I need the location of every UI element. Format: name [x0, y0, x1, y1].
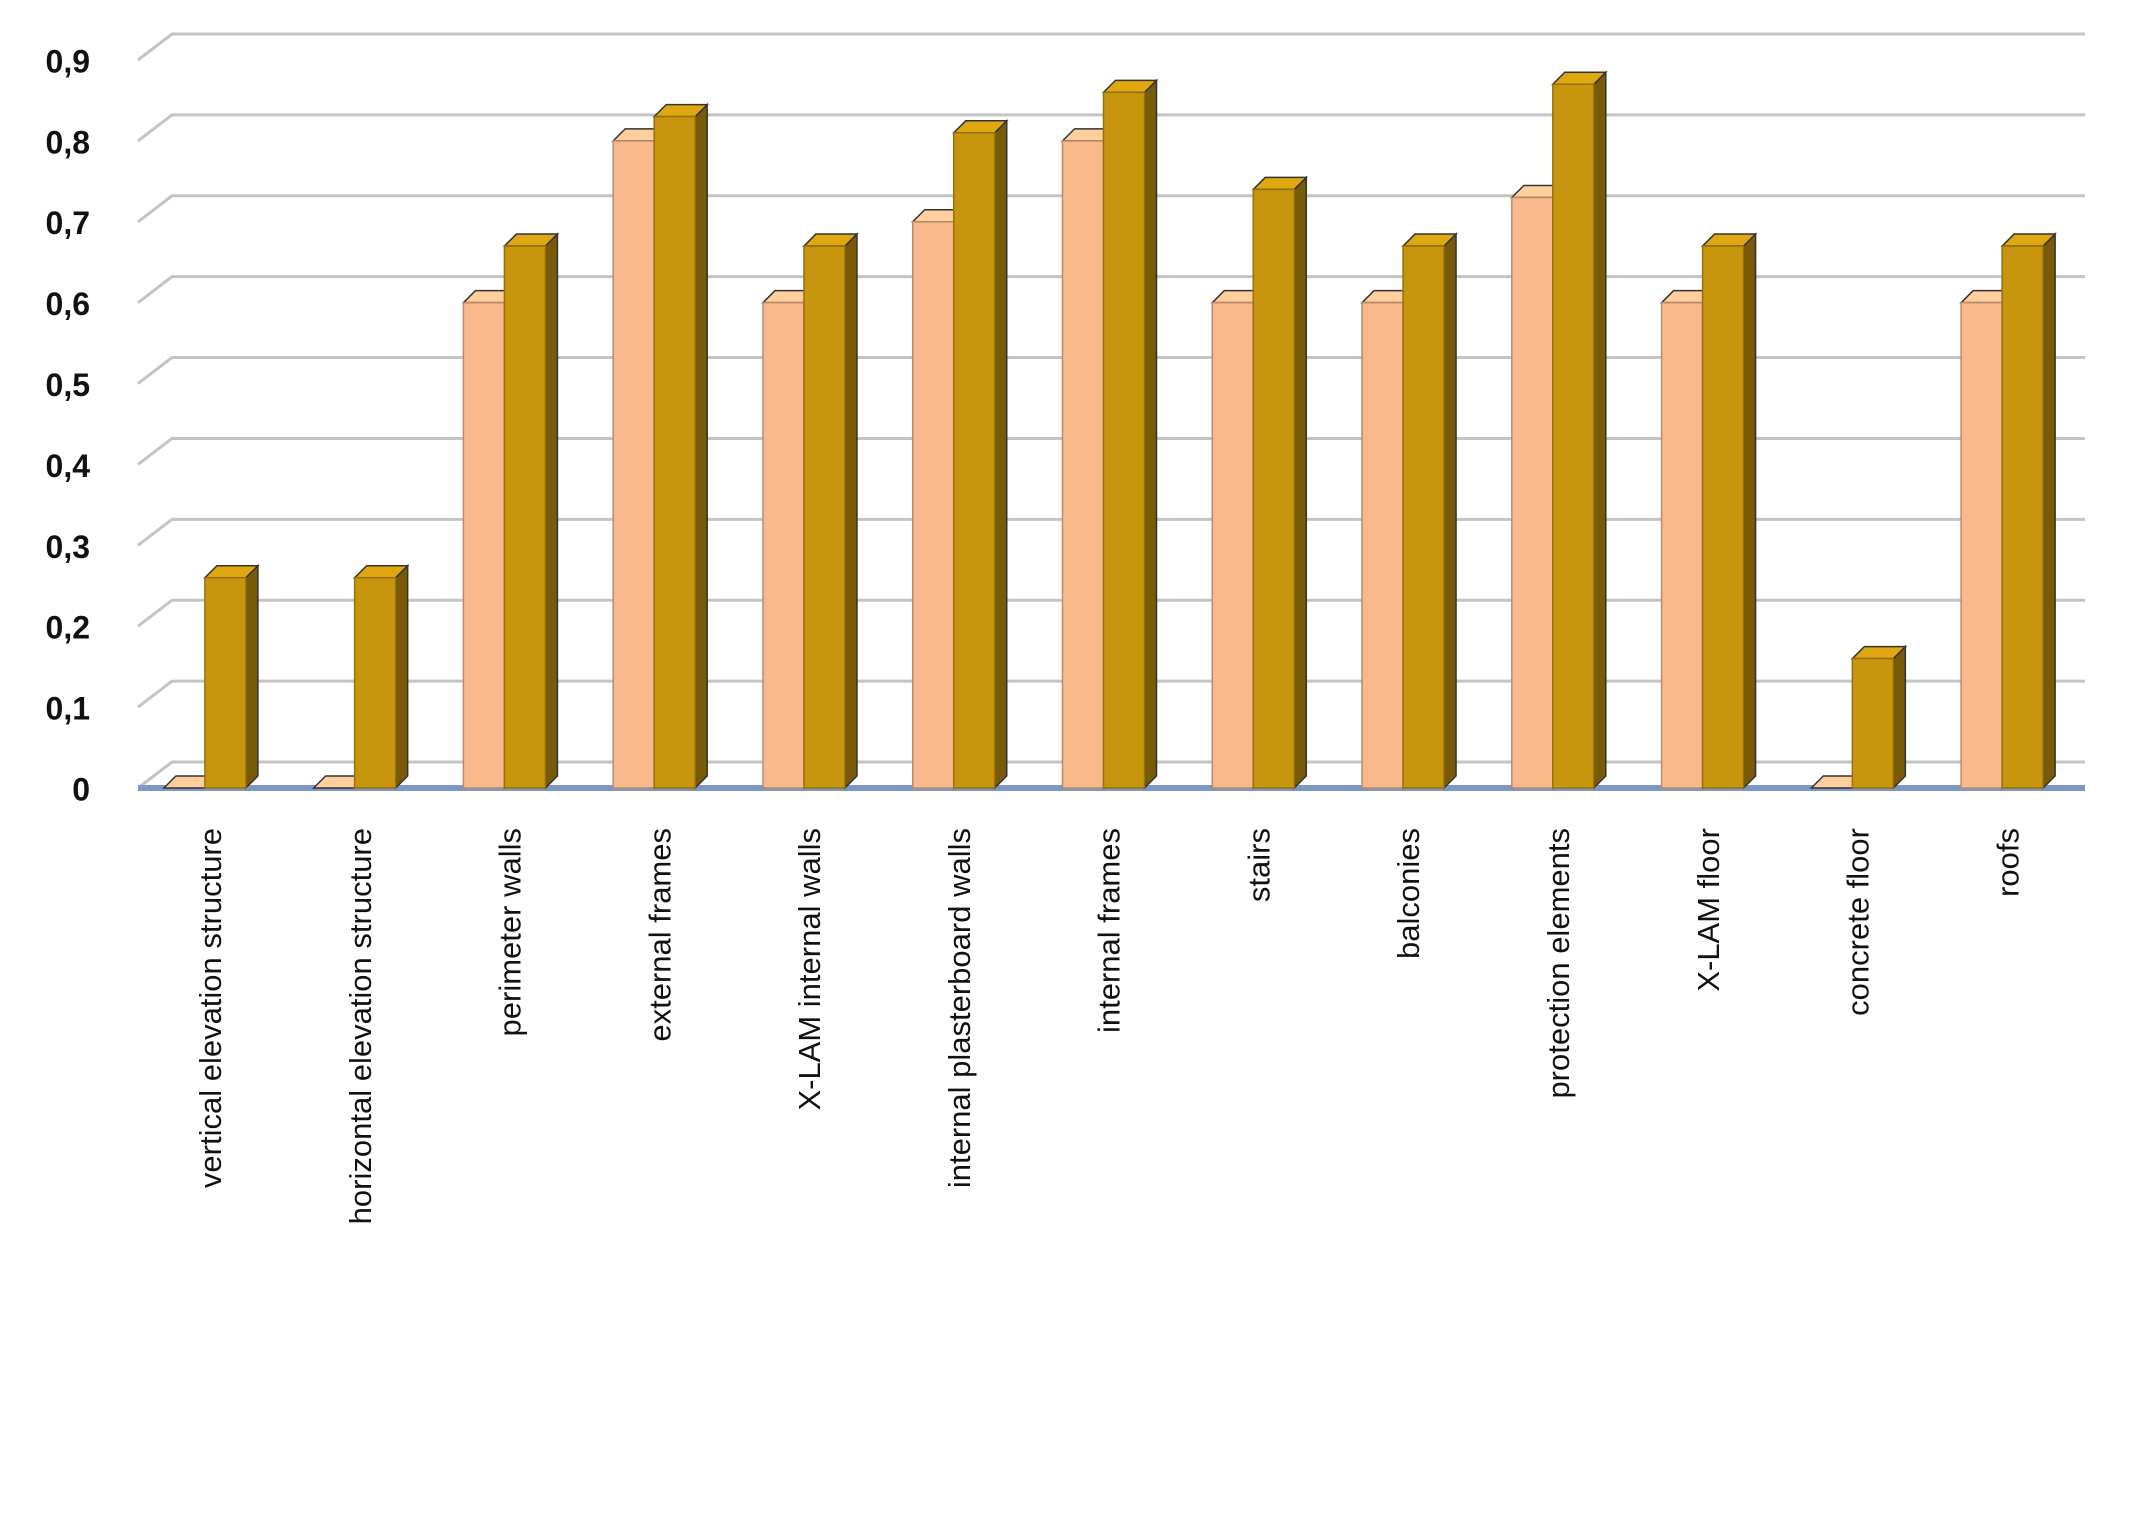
bar [952, 132, 996, 789]
x-tick-label: internal frames [1092, 828, 1127, 1033]
y-tick-label: 0,8 [46, 124, 90, 160]
bar [503, 245, 547, 789]
x-tick-label: vertical elevation structure [193, 828, 228, 1188]
bar [1211, 301, 1255, 789]
x-tick-label: concrete floor [1841, 828, 1876, 1016]
y-tick-label: 0,3 [46, 529, 90, 565]
bar [803, 245, 846, 789]
grid-line [137, 32, 2085, 62]
x-tick-label: X-LAM internal walls [792, 828, 827, 1111]
bar-side [1742, 232, 1757, 790]
bar [1660, 301, 1704, 789]
bar-side [1143, 78, 1158, 790]
bar [204, 576, 247, 789]
x-tick-label: balconies [1391, 828, 1426, 959]
bar-side [844, 232, 858, 790]
bar-side [1593, 70, 1607, 790]
y-tick-label: 0,1 [46, 691, 90, 727]
bar [1361, 301, 1404, 789]
bar [612, 140, 655, 789]
y-tick-label: 0,4 [46, 448, 91, 484]
x-tick-label: perimeter walls [493, 828, 528, 1036]
y-tick-label: 0,5 [46, 367, 90, 403]
bar [653, 115, 696, 789]
bar-side [993, 118, 1008, 790]
bar-side [1892, 644, 1907, 790]
y-tick-label: 0,2 [46, 610, 90, 646]
bar [353, 576, 397, 789]
bar [1402, 245, 1445, 789]
bar [1701, 245, 1745, 789]
bar [1252, 188, 1296, 789]
x-tick-label: stairs [1241, 828, 1276, 902]
bar-side [2042, 232, 2056, 790]
x-tick-label: external frames [642, 828, 677, 1042]
bar [1960, 301, 2003, 789]
bar [1061, 140, 1105, 789]
x-tick-label: horizontal elevation structure [343, 828, 378, 1224]
bar [2001, 245, 2044, 789]
bar-side [245, 563, 259, 790]
x-tick-label: protection elements [1541, 828, 1576, 1099]
y-tick-label: 0,9 [46, 43, 90, 79]
bar [1552, 83, 1595, 789]
bar-side [694, 102, 708, 790]
bar-side [1443, 232, 1457, 790]
bar [1102, 91, 1146, 789]
x-tick-label: roofs [1990, 828, 2025, 897]
bar-side [1293, 175, 1308, 790]
y-tick-label: 0,7 [46, 205, 90, 241]
y-tick-label: 0,6 [46, 286, 90, 322]
x-tick-label: X-LAM floor [1691, 828, 1726, 992]
bar-side [394, 563, 409, 790]
x-tick-label: internal plasterboard walls [942, 828, 977, 1188]
bar [462, 301, 506, 789]
bar [911, 221, 955, 789]
bar [1511, 196, 1554, 789]
bar [762, 301, 805, 789]
y-tick-label: 0 [72, 771, 90, 807]
grid-line [137, 194, 2085, 223]
grid-line [137, 113, 2085, 143]
bar-side [544, 232, 559, 790]
bar [1851, 657, 1895, 789]
